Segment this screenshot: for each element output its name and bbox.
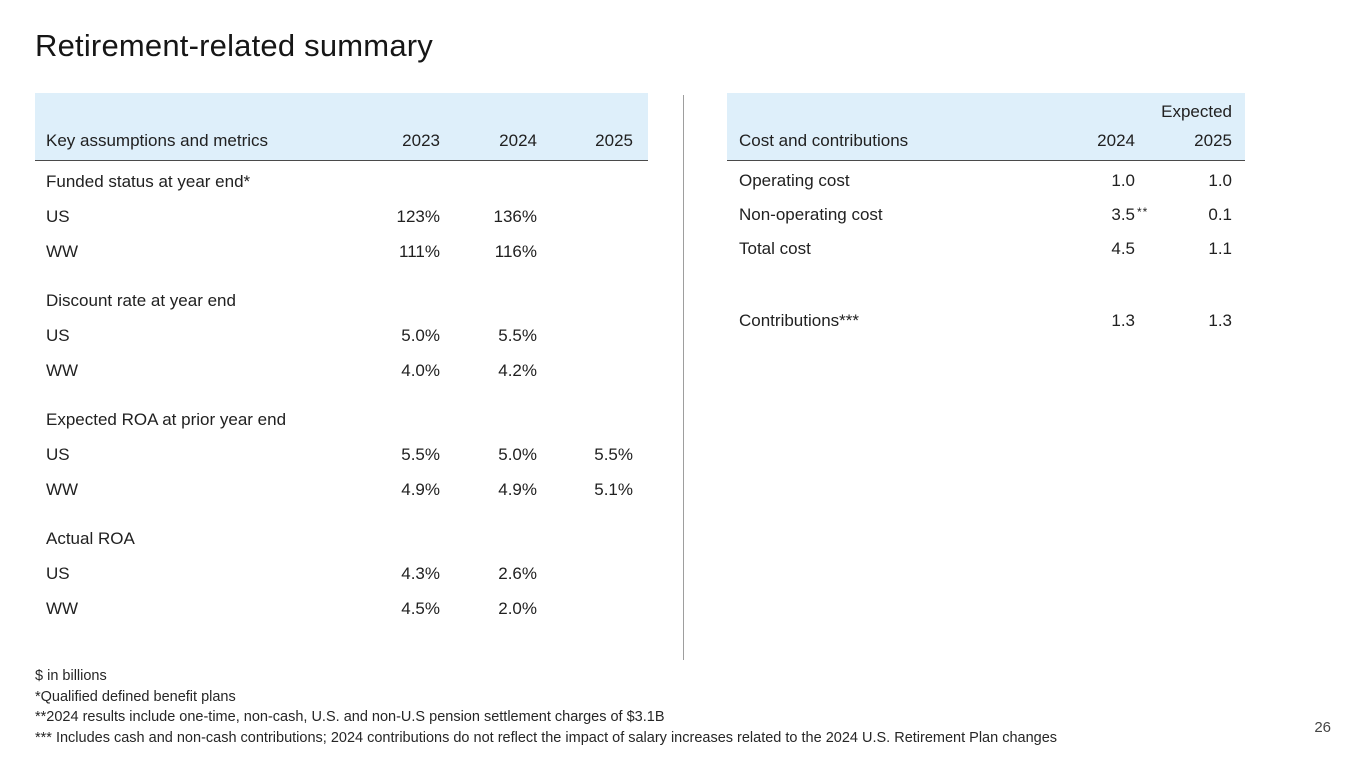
column-header-2024: 2024 [1097, 130, 1135, 150]
section-heading: Discount rate at year end [46, 290, 236, 310]
cell-value: 5.0% [498, 444, 537, 464]
cell-value: 1.1 [1208, 239, 1232, 258]
cell-value: 136% [493, 206, 537, 226]
section-funded-status: Funded status at year end* US 123% 136% … [46, 164, 633, 269]
cell-value: 3.5 ** [1111, 205, 1149, 224]
cell-value: 1.3 [1111, 311, 1135, 330]
section-discount-rate: Discount rate at year end US 5.0% 5.5% W… [46, 283, 633, 388]
table-header-label: Key assumptions and metrics [46, 130, 269, 150]
cell-value: 4.5 [1111, 239, 1135, 258]
cell-value: 1.0 [1111, 171, 1135, 190]
section-heading: Funded status at year end* [46, 171, 251, 191]
cell-value: 123% [396, 206, 440, 226]
cell-value: 5.5% [594, 444, 633, 464]
cell-value: 111% [399, 241, 440, 261]
cell-value: 5.5% [498, 325, 537, 345]
page-number: 26 [1314, 719, 1331, 736]
key-assumptions-table: Key assumptions and metrics 2023 2024 20… [35, 93, 648, 626]
section-expected-roa: Expected ROA at prior year end US 5.5% 5… [46, 402, 633, 507]
row-label: WW [46, 360, 79, 380]
row-label: WW [46, 241, 79, 261]
column-header-expected: Expected [1161, 101, 1232, 121]
key-assumptions-table-header: Key assumptions and metrics 2023 2024 20… [35, 93, 648, 161]
table-row: WW 4.5% 2.0% [46, 591, 633, 626]
section-heading: Expected ROA at prior year end [46, 409, 287, 429]
row-label: Non-operating cost [739, 205, 883, 224]
table-row: US 4.3% 2.6% [46, 556, 633, 591]
cell-value: 5.5% [401, 444, 440, 464]
footnote-marker: ** [1137, 205, 1149, 219]
row-label: US [46, 206, 70, 226]
cost-contributions-table-header: Expected Cost and contributions 2024 202… [727, 93, 1245, 161]
cell-value: 4.3% [401, 563, 440, 583]
table-row: WW 4.9% 4.9% 5.1% [46, 472, 633, 507]
row-label: US [46, 325, 70, 345]
cell-value: 5.0% [401, 325, 440, 345]
table-row: US 5.0% 5.5% [46, 318, 633, 353]
row-label: WW [46, 479, 79, 499]
key-assumptions-table-body: Funded status at year end* US 123% 136% … [35, 161, 648, 626]
page-title: Retirement-related summary [35, 28, 433, 63]
row-label: Operating cost [739, 171, 850, 190]
cell-value: 4.9% [498, 479, 537, 499]
section-actual-roa: Actual ROA US 4.3% 2.6% WW 4.5% 2.0% [46, 521, 633, 626]
table-row: Total cost 4.5 1.1 [739, 232, 1232, 266]
table-row: WW 111% 116% [46, 234, 633, 269]
row-label: Contributions*** [739, 311, 860, 330]
vertical-divider [683, 95, 684, 660]
column-header-2025: 2025 [1194, 130, 1232, 150]
table-row: WW 4.0% 4.2% [46, 353, 633, 388]
cell-value: 116% [494, 241, 537, 261]
cell-value: 2.6% [498, 563, 537, 583]
table-row: US 5.5% 5.0% 5.5% [46, 437, 633, 472]
cost-contributions-table: Expected Cost and contributions 2024 202… [727, 93, 1245, 338]
cell-value: 1.0 [1208, 171, 1232, 190]
footnote-line: *Qualified defined benefit plans [35, 688, 236, 705]
footnote-line: **2024 results include one-time, non-cas… [35, 709, 665, 726]
table-row: US 123% 136% [46, 199, 633, 234]
table-row: Operating cost 1.0 1.0 [739, 164, 1232, 198]
footnote-line: $ in billions [35, 668, 107, 684]
cell-value: 4.5% [401, 598, 440, 618]
cell-value: 5.1% [594, 479, 633, 499]
cell-value: 1.3 [1208, 311, 1232, 330]
row-label: Total cost [739, 239, 811, 258]
cost-contributions-table-body: Operating cost 1.0 1.0 Non-operating cos… [727, 161, 1245, 338]
row-label: US [46, 444, 70, 464]
cell-value: 4.2% [498, 360, 537, 380]
column-header-2025: 2025 [595, 130, 633, 150]
cell-value: 4.9% [401, 479, 440, 499]
table-row: Non-operating cost 3.5 ** 0.1 [739, 198, 1232, 232]
cell-value: 0.1 [1208, 205, 1232, 224]
row-label: US [46, 563, 70, 583]
table-row: Contributions*** 1.3 1.3 [739, 304, 1232, 338]
column-header-2023: 2023 [402, 130, 440, 150]
table-header-label: Cost and contributions [739, 130, 909, 150]
column-header-2024: 2024 [499, 130, 537, 150]
cell-value: 4.0% [401, 360, 440, 380]
section-heading: Actual ROA [46, 528, 135, 548]
footnote-line: *** Includes cash and non-cash contribut… [35, 729, 1058, 746]
footnotes: $ in billions *Qualified defined benefit… [35, 666, 1057, 748]
row-label: WW [46, 598, 79, 618]
cell-value: 2.0% [498, 598, 537, 618]
